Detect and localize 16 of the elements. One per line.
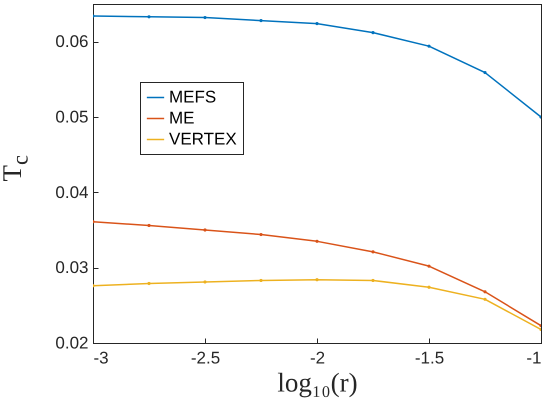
line-series [93, 278, 541, 332]
x-tick-label: -3 [94, 348, 109, 368]
y-tick-label: 0.05 [55, 108, 88, 126]
y-tick-label: 0.06 [55, 32, 88, 52]
y-tick-label: 0.03 [55, 258, 88, 278]
x-tick-label: -2 [310, 348, 326, 368]
legend-label: MEFS [169, 88, 216, 106]
y-tick-label: 0.02 [55, 334, 88, 352]
x-tick-label: -1.5 [414, 348, 444, 368]
x-axis-title: log₁₀(r) [277, 368, 358, 398]
line-series [93, 220, 541, 328]
legend-label: ME [169, 108, 194, 128]
x-tick-label: -2.5 [190, 348, 220, 368]
x-tick-label: -1 [526, 348, 542, 368]
legend-label: VERTEX [169, 130, 237, 148]
y-tick-label: 0.04 [55, 182, 88, 202]
